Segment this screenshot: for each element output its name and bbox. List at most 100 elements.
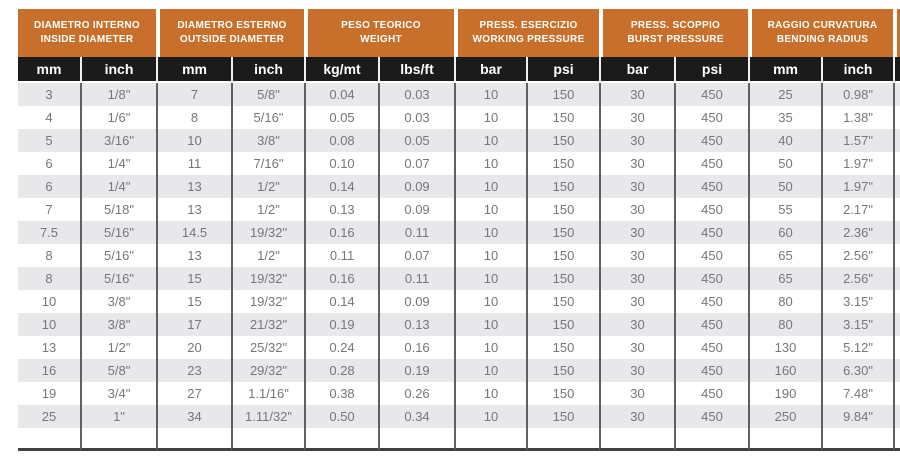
table-cell: 30 (599, 290, 675, 313)
table-cell (231, 428, 305, 451)
table-cell: 50 (748, 152, 822, 175)
table-cell: 23 (156, 359, 232, 382)
unit-header: kg/mt (304, 57, 379, 83)
table-cell: 5/16" (231, 106, 305, 129)
table-cell: 5/16" (80, 267, 157, 290)
table-cell: 0.38 (304, 382, 379, 405)
unit-header: psi (674, 57, 749, 83)
group-title-english: OUTSIDE DIAMETER (179, 34, 285, 45)
table-cell: 150 (526, 198, 600, 221)
column-group-header: PESO TEORICO WEIGHT (304, 9, 455, 57)
table-cell: 19 (18, 382, 80, 405)
table-cell: 27 (156, 382, 232, 405)
table-cell: 30 (599, 106, 675, 129)
table-cell: 10 (454, 175, 527, 198)
table-cell: 30 (599, 244, 675, 267)
unit-header: inch (821, 57, 894, 83)
table-cell (304, 428, 379, 451)
table-row: 10 3/8" 17 21/32" 0.19 0.13 10 150 30 450 80 3.15" (18, 313, 900, 336)
table-cell: 450 (674, 359, 749, 382)
table-cell: 10 (454, 83, 527, 106)
table-cell: 10 (454, 359, 527, 382)
table-cell: 40 (748, 129, 822, 152)
table-cell: 130 (748, 336, 822, 359)
table-cell: 0.16 (304, 267, 379, 290)
table-cell: 3/8" (80, 290, 157, 313)
table-cell-cutoff (893, 175, 900, 198)
table-row: 19 3/4" 27 1.1/16" 0.38 0.26 10 150 30 450 190 7.48… (18, 382, 900, 405)
table-cell: 450 (674, 244, 749, 267)
table-row: 10 3/8" 15 19/32" 0.14 0.09 10 150 30 450 80 3.15" (18, 290, 900, 313)
table-cell: 1/2" (231, 244, 305, 267)
table-cell: 1.11/32" (231, 405, 305, 428)
table-cell: 20 (156, 336, 232, 359)
column-group-header-cutoff (893, 9, 900, 57)
table-cell-cutoff (893, 129, 900, 152)
table-cell: 1/8" (80, 83, 157, 106)
table-cell: 25 (18, 405, 80, 428)
table-row: 13 1/2" 20 25/32" 0.24 0.16 10 150 30 450 130 5.12" (18, 336, 900, 359)
table-cell: 10 (454, 221, 527, 244)
table-cell: 1/2" (80, 336, 157, 359)
table-cell: 0.28 (304, 359, 379, 382)
table-cell: 60 (748, 221, 822, 244)
table-cell: 450 (674, 336, 749, 359)
table-cell: 0.16 (378, 336, 455, 359)
table-cell (454, 428, 527, 451)
table-cell: 2.56" (821, 244, 894, 267)
column-group-header: RAGGIO CURVATURA BENDING RADIUS (748, 9, 894, 57)
table-cell: 450 (674, 313, 749, 336)
table-cell-cutoff (893, 244, 900, 267)
table-cell: 10 (454, 106, 527, 129)
table-cell: 150 (526, 152, 600, 175)
table-cell: 2.17" (821, 198, 894, 221)
table-cell: 1.38" (821, 106, 894, 129)
table-cell: 0.11 (378, 221, 455, 244)
table-row: 6 1/4" 11 7/16" 0.10 0.07 10 150 30 450 50 1.97" (18, 152, 900, 175)
group-title-english: WORKING PRESSURE (472, 34, 585, 45)
table-cell: 8 (18, 267, 80, 290)
group-title-english: BENDING RADIUS (776, 34, 869, 45)
table-cell: 19/32" (231, 290, 305, 313)
unit-header: mm (156, 57, 232, 83)
column-group-header: DIAMETRO ESTERNO OUTSIDE DIAMETER (156, 9, 305, 57)
table-cell: 13 (156, 175, 232, 198)
table-cell (526, 428, 600, 451)
group-title-italian: DIAMETRO INTERNO (34, 19, 140, 31)
table-cell: 1.97" (821, 175, 894, 198)
column-group-header: PRESS. SCOPPIO BURST PRESSURE (599, 9, 749, 57)
table-cell: 150 (526, 359, 600, 382)
table-cell-cutoff (893, 405, 900, 428)
table-cell: 1/6" (80, 106, 157, 129)
unit-header: bar (599, 57, 675, 83)
table-cell (18, 428, 80, 451)
group-title-english: INSIDE DIAMETER (40, 34, 134, 45)
table-row: 7.5 5/16" 14.5 19/32" 0.16 0.11 10 150 30 450 60 2.… (18, 221, 900, 244)
table-cell: 30 (599, 83, 675, 106)
table-cell: 80 (748, 290, 822, 313)
table-row: 25 1" 34 1.11/32" 0.50 0.34 10 150 30 450 250 9.84" (18, 405, 900, 428)
table-cell: 5/8" (231, 83, 305, 106)
table-cell: 450 (674, 267, 749, 290)
table-cell: 0.09 (378, 198, 455, 221)
table-cell: 7 (18, 198, 80, 221)
table-cell: 0.05 (304, 106, 379, 129)
table-cell: 450 (674, 405, 749, 428)
table-cell-cutoff (893, 83, 900, 106)
table-cell: 25 (748, 83, 822, 106)
table-cell: 16 (18, 359, 80, 382)
table-cell: 30 (599, 359, 675, 382)
table-cell-cutoff (893, 428, 900, 451)
table-cell: 8 (18, 244, 80, 267)
table-cell: 1/4" (80, 175, 157, 198)
table-cell: 2.56" (821, 267, 894, 290)
table-cell: 30 (599, 336, 675, 359)
table-cell: 0.16 (304, 221, 379, 244)
table-header: DIAMETRO INTERNO INSIDE DIAMETER DIAMETRO … (18, 9, 900, 83)
table-cell: 13 (156, 244, 232, 267)
table-cell: 150 (526, 313, 600, 336)
table-body: 3 1/8" 7 5/8" 0.04 0.03 10 150 30 450 25 0.98" 4 1/6"… (18, 83, 900, 451)
table-cell: 4 (18, 106, 80, 129)
table-cell: 10 (454, 267, 527, 290)
table-cell: 450 (674, 175, 749, 198)
